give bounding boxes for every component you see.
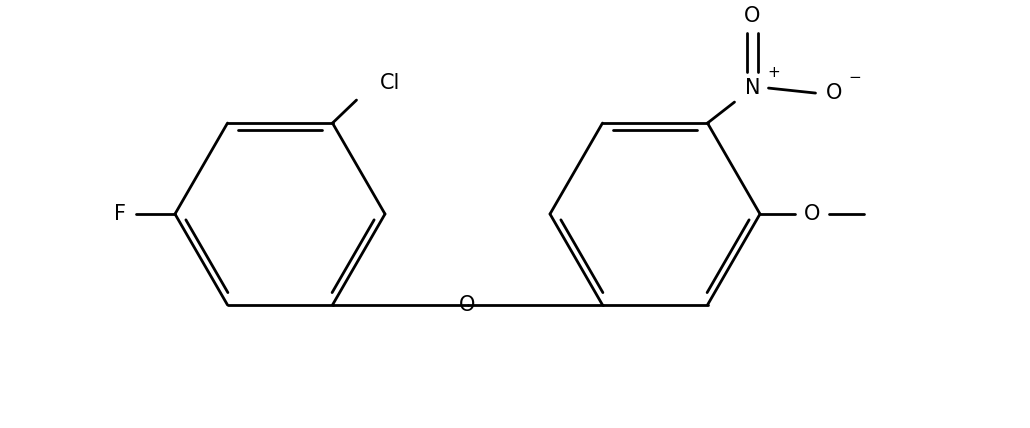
Text: +: + xyxy=(767,65,780,80)
Text: O: O xyxy=(826,83,843,103)
Text: O: O xyxy=(745,6,761,26)
Text: −: − xyxy=(848,70,861,85)
Text: F: F xyxy=(114,204,126,224)
Text: O: O xyxy=(803,204,820,224)
Text: O: O xyxy=(459,295,476,315)
Text: Cl: Cl xyxy=(379,73,400,93)
Text: N: N xyxy=(745,78,760,98)
